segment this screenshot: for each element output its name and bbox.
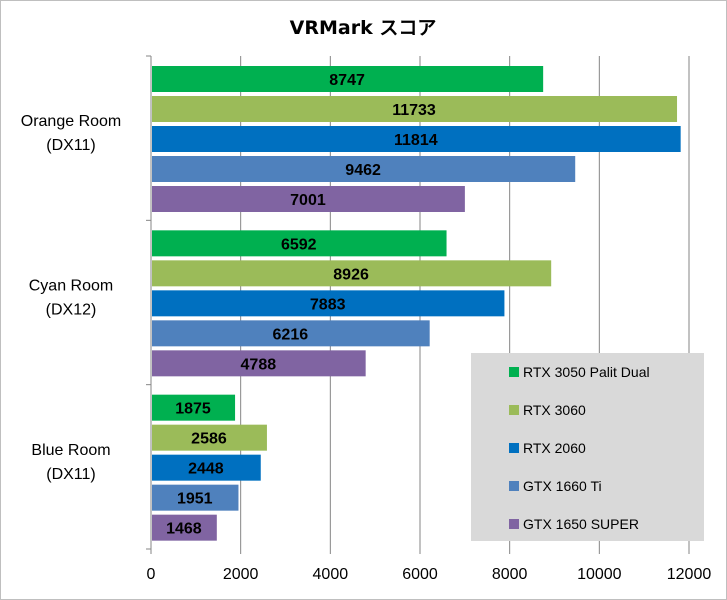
bar-2-0 [152,394,236,421]
x-tick-label-2: 4000 [313,566,349,583]
x-tick-label-4: 8000 [492,566,528,583]
category-label-2-0: Blue Room [31,442,110,459]
x-tick-label-3: 6000 [402,566,438,583]
bar-0-3 [152,156,576,182]
axis-layer: 0 2000 4000 6000 8000 10000 12000 Orange Room (D… [21,55,712,583]
legend-label-0: RTX 3050 Palit Dual [523,364,650,380]
bar-1-0 [152,230,447,257]
x-tick-label-0: 0 [147,566,156,583]
legend: RTX 3050 Palit Dual RTX 3060 RTX 2060 GTX 1… [471,353,704,541]
x-tick-label-1: 2000 [223,566,259,583]
bar-0-4 [152,186,465,212]
category-label-1-0: Cyan Room [29,278,113,295]
bar-0-2 [152,126,681,152]
category-label-2-1: (DX11) [46,466,96,483]
legend-swatch-2 [509,443,519,453]
legend-label-3: GTX 1660 Ti [523,478,602,494]
category-label-1-1: (DX12) [46,302,97,319]
bar-1-3 [152,320,430,347]
bar-2-2 [152,454,261,481]
bar-0-0 [152,66,544,92]
x-tick-label-6: 12000 [667,566,712,583]
x-tick-label-5: 10000 [577,566,622,583]
bar-label-0-2: 11814 [394,132,438,149]
bar-0-1 [152,96,678,122]
bar-label-1-3: 6216 [273,326,309,343]
bar-label-2-4: 1468 [166,521,202,538]
bar-label-0-1: 11733 [392,102,436,119]
bar-label-1-4: 4788 [241,356,277,373]
legend-swatch-4 [509,519,519,529]
bar-label-1-2: 7883 [310,296,346,313]
category-label-0-0: Orange Room [21,113,122,130]
bar-1-1 [152,260,552,287]
bar-1-2 [152,290,505,317]
legend-label-2: RTX 2060 [523,440,586,456]
bar-label-0-0: 8747 [329,72,365,89]
bar-label-2-1: 2586 [191,431,227,448]
legend-box [471,353,704,541]
legend-label-1: RTX 3060 [523,402,586,418]
bar-label-0-3: 9462 [345,162,381,179]
bar-2-3 [152,484,239,511]
bar-label-1-0: 6592 [281,236,317,253]
chart-title: VRMark スコア [290,17,437,39]
bar-1-4 [152,350,366,377]
bar-2-1 [152,424,267,451]
bar-label-2-3: 1951 [177,491,213,508]
legend-swatch-3 [509,481,519,491]
legend-swatch-0 [509,367,519,377]
bar-label-1-1: 8926 [333,266,369,283]
category-label-0-1: (DX11) [46,137,96,154]
bar-2-4 [152,514,217,541]
bar-label-2-2: 2448 [188,461,224,478]
legend-label-4: GTX 1650 SUPER [523,516,639,532]
bar-label-0-4: 7001 [290,192,326,209]
bar-label-2-0: 1875 [175,401,211,418]
legend-swatch-1 [509,405,519,415]
